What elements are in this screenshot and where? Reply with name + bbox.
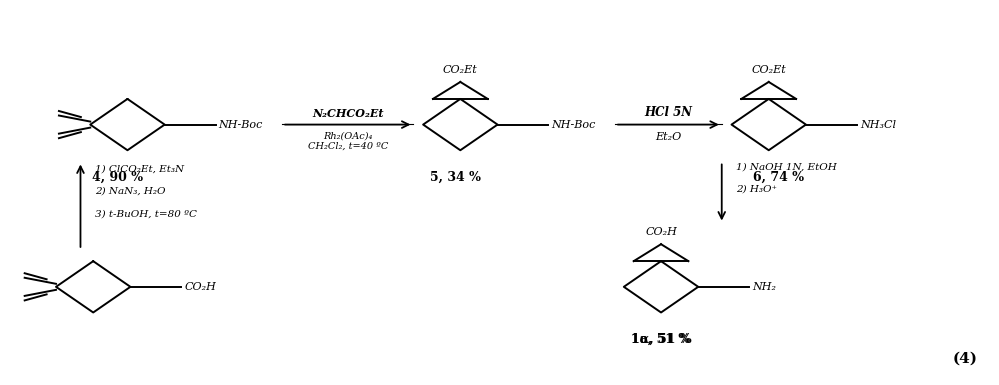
Text: Et₂O: Et₂O xyxy=(655,132,681,142)
Text: N₂CHCO₂Et: N₂CHCO₂Et xyxy=(312,108,384,119)
Text: Rh₂(OAc)₄: Rh₂(OAc)₄ xyxy=(323,131,373,141)
Text: CH₂Cl₂, t=40 ºC: CH₂Cl₂, t=40 ºC xyxy=(308,142,388,151)
Text: NH₃Cl: NH₃Cl xyxy=(860,120,896,130)
Text: NH₂: NH₂ xyxy=(752,282,776,292)
Text: 2) H₃O⁺: 2) H₃O⁺ xyxy=(736,185,777,194)
Text: (4): (4) xyxy=(952,352,977,366)
Text: 3) t-BuOH, t=80 ºC: 3) t-BuOH, t=80 ºC xyxy=(95,209,197,218)
Text: 6, 74 %: 6, 74 % xyxy=(753,171,804,184)
Text: 5, 34 %: 5, 34 % xyxy=(430,171,481,184)
Text: HCl 5N: HCl 5N xyxy=(644,106,692,119)
Text: CO₂H: CO₂H xyxy=(184,282,216,292)
Text: CO₂Et: CO₂Et xyxy=(443,65,478,75)
Text: 1α, 51 %: 1α, 51 % xyxy=(630,333,691,346)
Text: NH-Boc: NH-Boc xyxy=(551,120,595,130)
Text: 1a, 51 %: 1a, 51 % xyxy=(631,333,690,346)
Text: 1) NaOH 1N, EtOH: 1) NaOH 1N, EtOH xyxy=(736,162,837,171)
Text: CO₂Et: CO₂Et xyxy=(751,65,786,75)
Text: 4, 90 %: 4, 90 % xyxy=(92,171,143,184)
Text: 1) ClCO₂Et, Et₃N: 1) ClCO₂Et, Et₃N xyxy=(95,164,184,173)
Text: CO₂H: CO₂H xyxy=(645,228,677,238)
Text: 2) NaN₃, H₂O: 2) NaN₃, H₂O xyxy=(95,187,166,196)
Text: NH-Boc: NH-Boc xyxy=(219,120,263,130)
